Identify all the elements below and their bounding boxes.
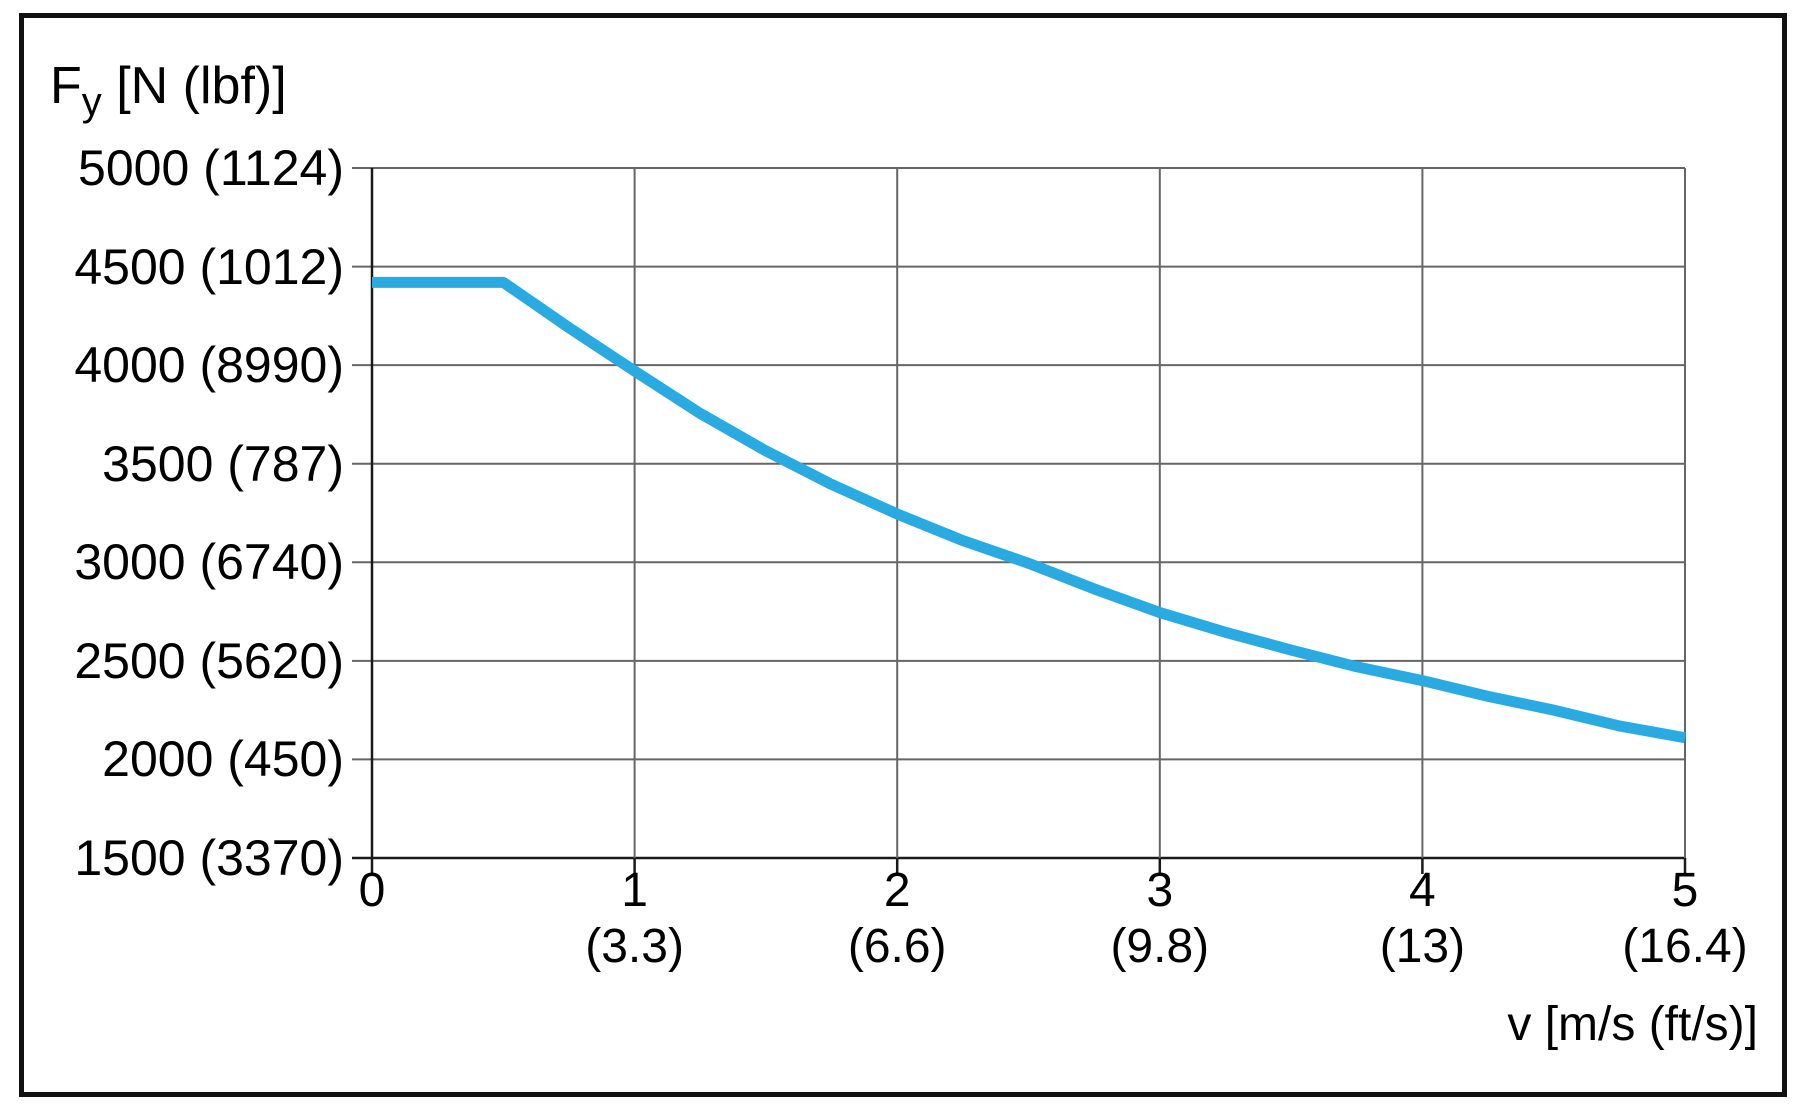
chart-frame xyxy=(19,13,1787,1097)
x-tick-sub: (3.3) xyxy=(585,920,684,973)
y-axis-units: [N (lbf)] xyxy=(101,57,287,115)
force-velocity-curve xyxy=(372,276,1686,744)
x-tick-sub: (16.4) xyxy=(1622,920,1748,973)
x-tick-number: 2 xyxy=(883,864,911,917)
x-tick-number: 5 xyxy=(1671,864,1699,917)
x-tick-number: 1 xyxy=(621,864,648,917)
y-tick-label: 2500 (5620) xyxy=(74,632,344,689)
y-tick-label: 5000 (1124) xyxy=(78,140,344,196)
y-axis-title: Fy [N (lbf)] xyxy=(50,57,287,122)
y-tick-label: 4000 (8990) xyxy=(74,337,344,394)
x-tick-number: 4 xyxy=(1409,864,1436,917)
x-axis-title: v [m/s (ft/s)] xyxy=(1507,998,1758,1051)
x-tick-sub: (9.8) xyxy=(1110,920,1210,973)
y-tick-label: 3000 (6740) xyxy=(74,534,344,591)
y-tick-label: 3500 (787) xyxy=(102,435,344,492)
y-axis-symbol-subscript: y xyxy=(81,80,102,124)
x-tick-number: 0 xyxy=(358,864,386,917)
y-tick-label: 4500 (1012) xyxy=(74,238,344,295)
x-tick-sub: (6.6) xyxy=(847,920,947,973)
y-axis-symbol: F xyxy=(50,57,82,115)
y-tick-label: 1500 (3370) xyxy=(74,830,344,886)
x-tick-sub: (13) xyxy=(1379,920,1466,973)
x-tick-number: 3 xyxy=(1146,864,1174,917)
y-tick-label: 2000 (450) xyxy=(102,731,344,788)
